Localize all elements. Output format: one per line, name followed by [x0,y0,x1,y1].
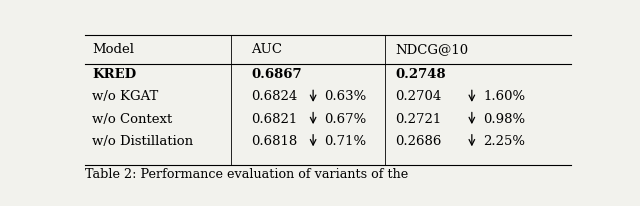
Text: 0.2704: 0.2704 [395,90,441,103]
Text: 0.2748: 0.2748 [395,68,445,81]
Text: 0.2721: 0.2721 [395,113,441,126]
Text: w/o Context: w/o Context [92,113,173,126]
Text: 0.2686: 0.2686 [395,135,442,148]
Text: NDCG@10: NDCG@10 [395,43,468,56]
Text: w/o KGAT: w/o KGAT [92,90,159,103]
Text: Table 2: Performance evaluation of variants of the: Table 2: Performance evaluation of varia… [85,168,412,181]
Text: 0.98%: 0.98% [483,113,525,126]
Text: KRED: KRED [92,68,136,81]
Text: 0.71%: 0.71% [324,135,367,148]
Text: w/o Distillation: w/o Distillation [92,135,193,148]
Text: 0.6818: 0.6818 [251,135,298,148]
Text: 0.6824: 0.6824 [251,90,298,103]
Text: 2.25%: 2.25% [483,135,525,148]
Text: 0.63%: 0.63% [324,90,367,103]
Text: 0.6867: 0.6867 [251,68,301,81]
Text: Model: Model [92,43,134,56]
Text: 0.6821: 0.6821 [251,113,298,126]
Text: AUC: AUC [251,43,282,56]
Text: 1.60%: 1.60% [483,90,525,103]
Text: 0.67%: 0.67% [324,113,367,126]
